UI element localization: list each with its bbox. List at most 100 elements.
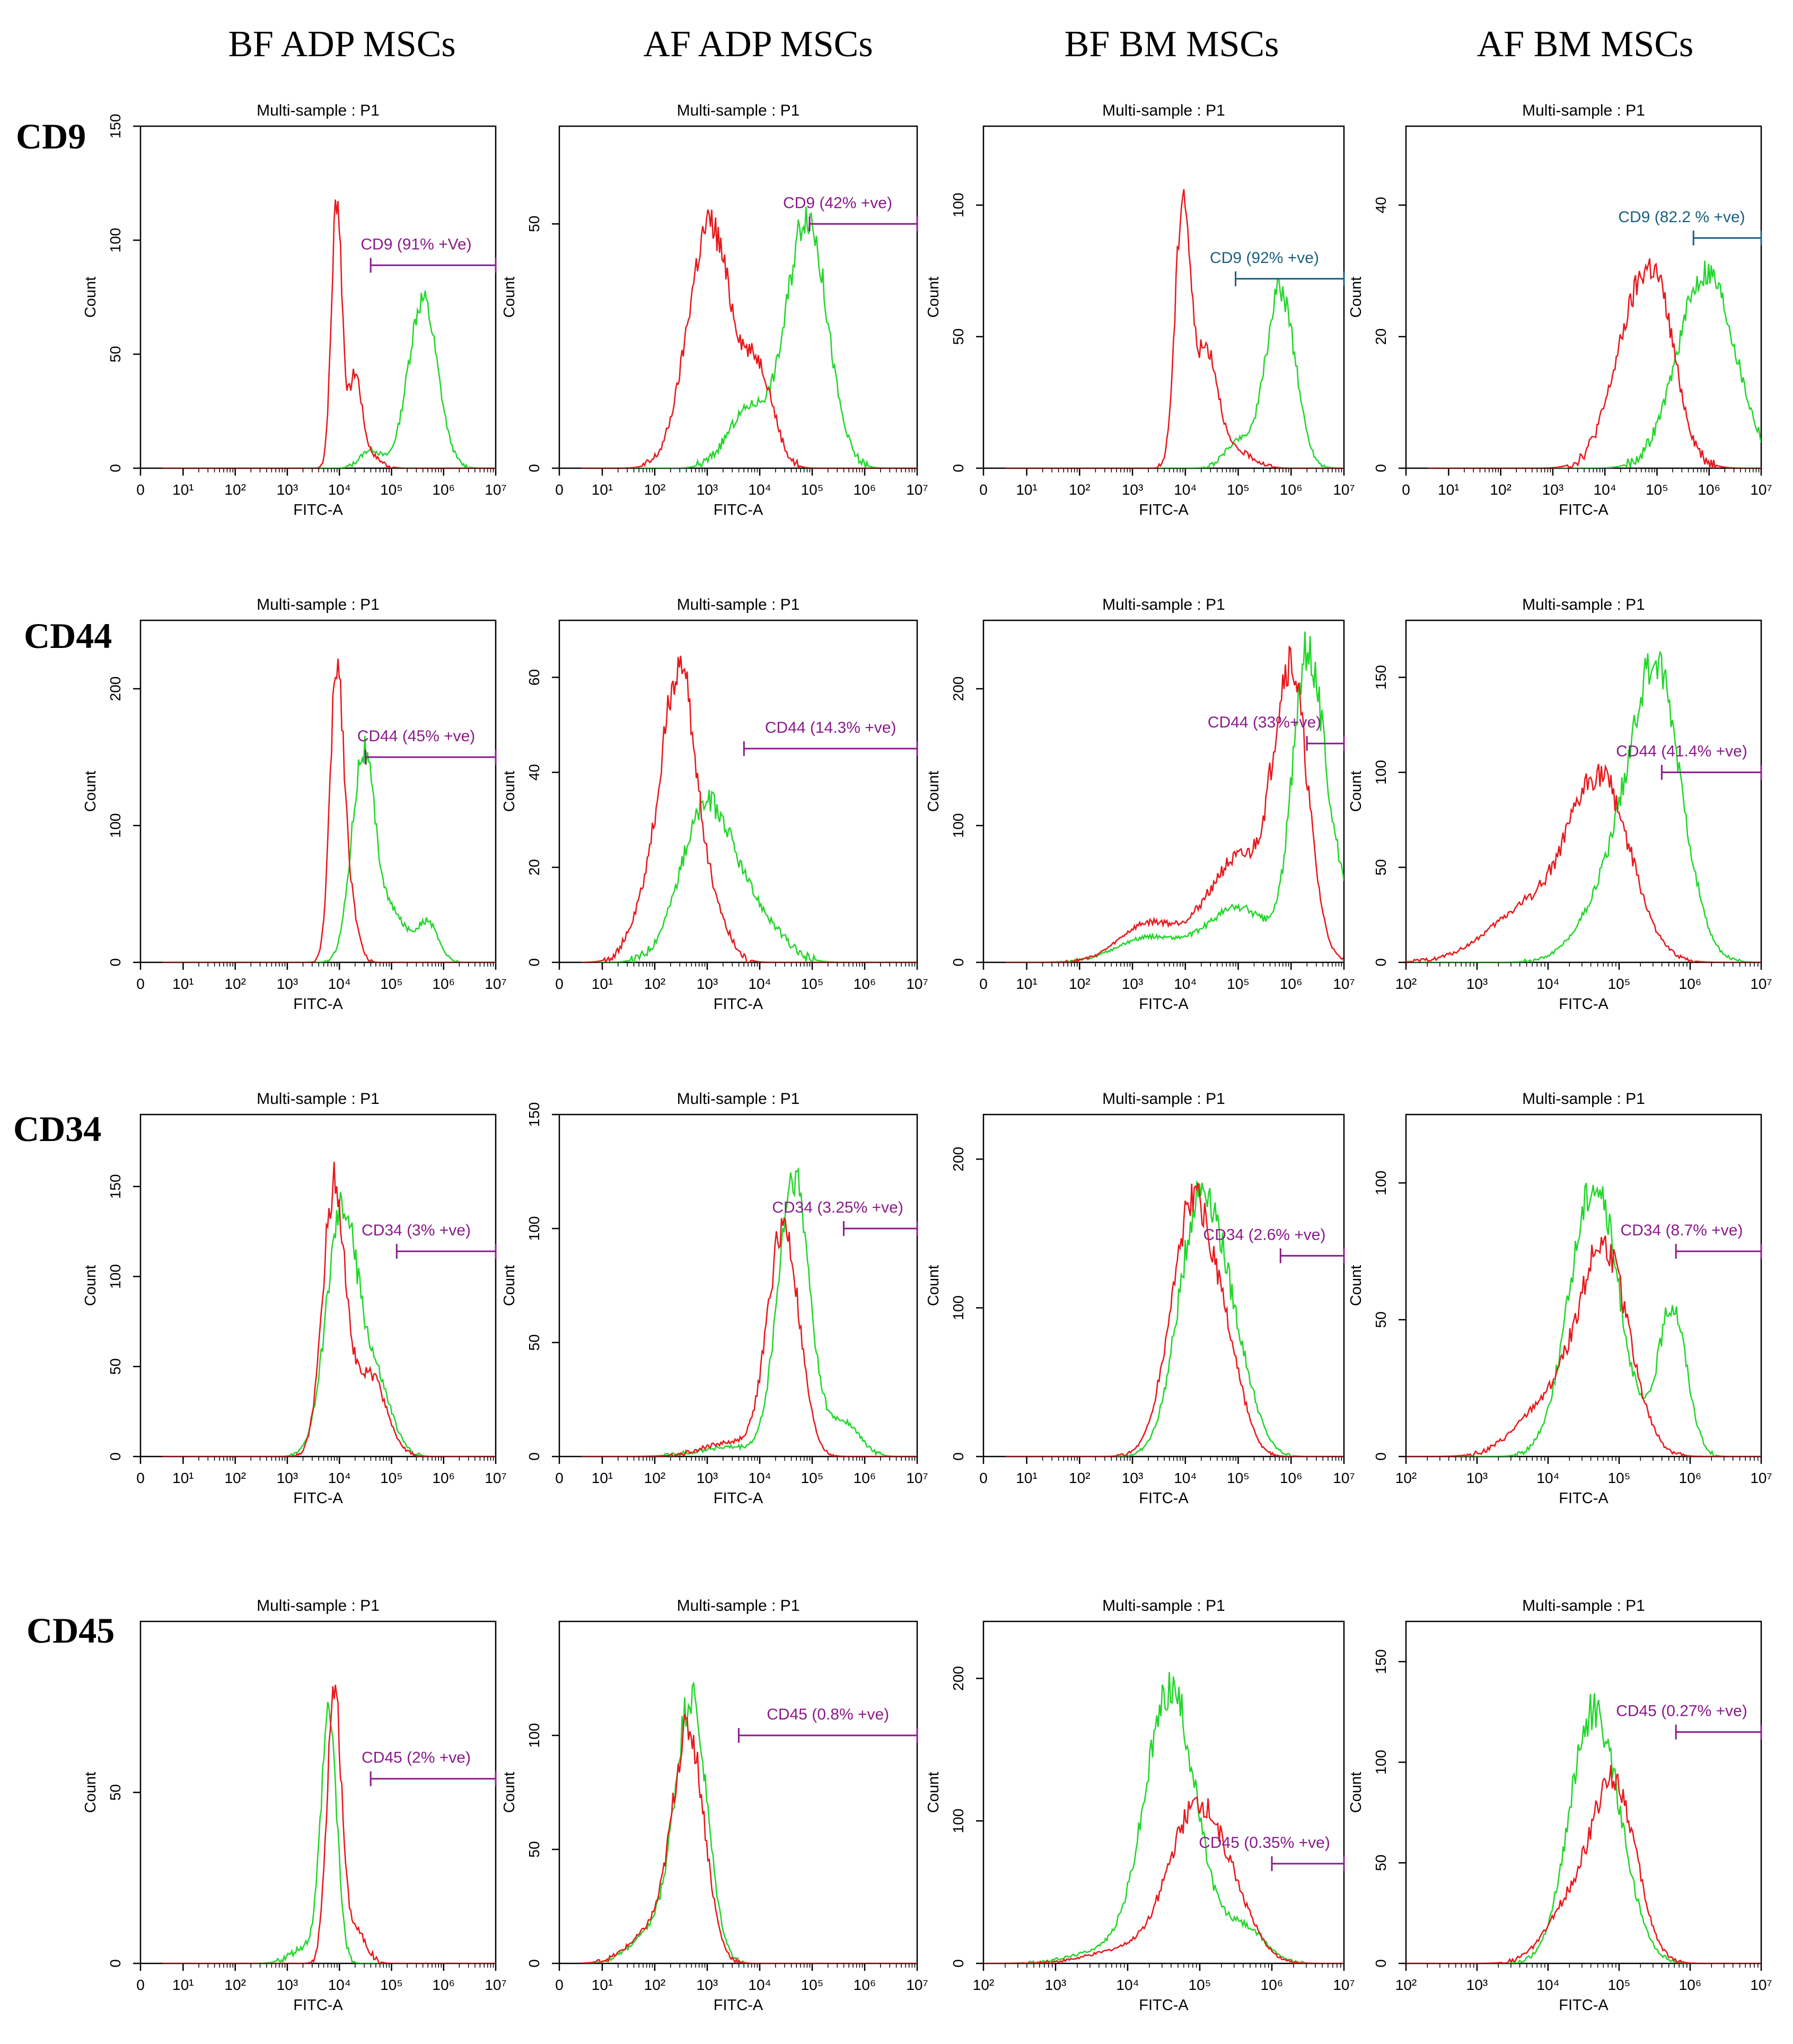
plot-frame: [139, 1620, 497, 1964]
histogram-panel-CD9-AFADP: Multi-sample : P1 0 50 Count 0 10¹ 10² 10³ 10⁴ 10…: [501, 102, 928, 519]
x-tick-label: 10³: [1466, 1470, 1488, 1486]
y-tick-label: 0: [526, 1959, 542, 1968]
plot-frame: [558, 1620, 918, 1964]
gate-label: CD34 (3.25% +ve): [772, 1199, 903, 1216]
column-header: BF BM MSCs: [1065, 24, 1279, 65]
x-axis-label: FITC-A: [293, 502, 343, 519]
x-tick-label: 10²: [224, 976, 245, 992]
x-tick-label: 10¹: [1016, 976, 1037, 992]
x-tick-label: 10⁴: [748, 1470, 771, 1486]
x-tick-label: 10⁵: [380, 976, 403, 992]
x-axis-label: FITC-A: [1139, 502, 1189, 519]
histogram-stained: [1406, 650, 1761, 962]
histogram-stained: [983, 1672, 1344, 1963]
histogram-panel-CD44-BFADP: Multi-sample : P1 0 100 200 Count 0 10¹ 10² 10³ 1…: [82, 596, 507, 1013]
x-tick-label: 10⁷: [1333, 1470, 1355, 1486]
x-tick-label: 10³: [1122, 481, 1143, 498]
plot-frame: [982, 619, 1345, 963]
x-tick-label: 10³: [1466, 976, 1488, 992]
histogram-stained: [1428, 260, 1761, 468]
y-tick-label: 0: [1373, 1452, 1389, 1461]
x-tick-label: 10⁶: [1280, 481, 1303, 498]
histogram-panel-CD34-AFBM: Multi-sample : P1 0 50 100 Count 10² 10³ 10⁴ 10⁵…: [1348, 1090, 1772, 1507]
gate-label: CD34 (8.7% +ve): [1621, 1222, 1743, 1239]
y-tick-label: 200: [950, 1147, 966, 1172]
y-tick-label: 40: [1373, 197, 1389, 213]
x-tick-label: 10⁵: [1608, 1977, 1631, 1993]
x-tick-label: 10⁴: [1174, 1470, 1197, 1486]
x-tick-label: 10²: [973, 1977, 994, 1993]
x-axis-label: FITC-A: [1139, 1490, 1189, 1507]
x-tick-label: 0: [979, 976, 988, 992]
x-axis-label: FITC-A: [714, 1490, 763, 1507]
gate-label: CD44 (33%+ve): [1208, 714, 1321, 731]
plot-frame: [139, 619, 497, 963]
x-tick-label: 10⁷: [1333, 481, 1355, 498]
histogram-panel-CD9-AFBM: Multi-sample : P1 0 20 40 Count 0 10¹ 10² 10³ 10⁴…: [1348, 102, 1772, 519]
histogram-panel-CD45-BFBM: Multi-sample : P1 0 100 200 Count 10² 10³ 10⁴ 10…: [925, 1597, 1355, 2014]
y-tick-label: 50: [526, 1841, 542, 1857]
histogram-stained: [162, 735, 496, 962]
x-tick-label: 10²: [1069, 976, 1090, 992]
y-tick-label: 100: [950, 1809, 966, 1834]
panel-title: Multi-sample : P1: [677, 1090, 800, 1108]
panel-title: Multi-sample : P1: [677, 596, 800, 613]
y-axis-label: Count: [82, 1265, 99, 1306]
y-tick-label: 100: [1373, 1750, 1389, 1775]
x-tick-label: 0: [555, 1470, 564, 1486]
x-tick-label: 10¹: [172, 481, 194, 498]
gate-marker: CD45 (0.8% +ve): [737, 1706, 918, 1743]
y-tick-label: 0: [107, 958, 124, 967]
x-tick-label: 10⁴: [748, 976, 771, 992]
gate-label: CD9 (92% +ve): [1210, 249, 1319, 267]
x-tick-label: 10⁷: [485, 1470, 506, 1486]
y-axis-label: Count: [501, 1772, 518, 1813]
y-tick-label: 100: [1373, 760, 1389, 785]
y-tick-label: 0: [950, 464, 966, 472]
x-tick-label: 10³: [1466, 1977, 1488, 1993]
x-axis-label: FITC-A: [714, 1997, 763, 2014]
row-header: CD9: [16, 116, 86, 156]
histogram-stained: [162, 291, 496, 468]
column-header: AF ADP MSCs: [643, 24, 873, 65]
y-tick-label: 0: [107, 1452, 124, 1461]
x-tick-label: 10⁴: [1536, 1470, 1559, 1486]
y-axis-label: Count: [1348, 1772, 1365, 1813]
x-axis-label: FITC-A: [1139, 996, 1189, 1013]
histogram-stained: [581, 206, 917, 468]
histogram-control: [162, 1162, 496, 1457]
y-tick-label: 0: [950, 1959, 966, 1968]
x-tick-label: 10¹: [592, 1977, 613, 1993]
histogram-panel-CD45-BFADP: Multi-sample : P1 0 50 Count 0 10¹ 10² 10³ 10⁴ 10…: [82, 1597, 507, 2014]
gate-label: CD44 (41.4% +ve): [1616, 743, 1747, 760]
y-tick-label: 150: [1373, 665, 1389, 690]
x-tick-label: 10⁵: [801, 1470, 824, 1486]
panel-title: Multi-sample : P1: [1522, 1090, 1645, 1108]
y-tick-label: 200: [950, 677, 966, 701]
x-axis-label: FITC-A: [714, 996, 763, 1013]
x-tick-label: 10⁶: [432, 1977, 455, 1993]
x-tick-label: 10⁶: [854, 481, 876, 498]
gate-marker: CD34 (8.7% +ve): [1621, 1222, 1762, 1259]
y-tick-label: 0: [526, 1452, 542, 1461]
x-tick-label: 10¹: [1016, 481, 1037, 498]
y-axis-label: Count: [1348, 1265, 1365, 1306]
histogram-panel-CD44-AFADP: Multi-sample : P1 0 20 40 60 Count 0 10¹ 10² 10³ 1…: [501, 596, 928, 1013]
x-tick-label: 0: [979, 1470, 988, 1486]
y-tick-label: 0: [1373, 1959, 1389, 1968]
y-tick-label: 100: [107, 228, 124, 253]
panel-title: Multi-sample : P1: [1102, 596, 1225, 613]
histogram-control: [1005, 189, 1344, 468]
y-tick-label: 150: [107, 114, 124, 139]
x-tick-label: 10²: [1490, 481, 1511, 498]
gate-marker: CD34 (3% +ve): [362, 1222, 497, 1259]
x-axis-label: FITC-A: [1559, 1490, 1609, 1507]
gate-marker: CD9 (92% +ve): [1210, 249, 1345, 286]
x-tick-label: 10³: [277, 1470, 298, 1486]
x-tick-label: 10⁷: [485, 976, 506, 992]
y-axis-label: Count: [925, 771, 942, 812]
x-tick-label: 0: [555, 1977, 564, 1993]
x-tick-label: 10¹: [1016, 1470, 1037, 1486]
y-axis-label: Count: [82, 771, 99, 812]
